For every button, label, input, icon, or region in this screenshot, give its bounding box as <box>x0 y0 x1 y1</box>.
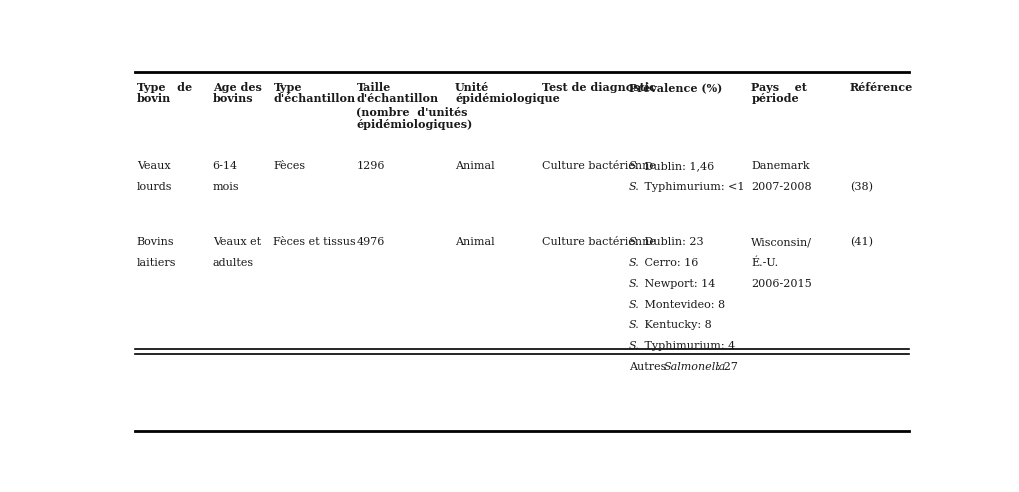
Text: Référence: Référence <box>850 82 913 93</box>
Text: : 27: : 27 <box>712 362 738 372</box>
Text: S.: S. <box>629 279 640 289</box>
Text: d'échantillon: d'échantillon <box>357 93 438 104</box>
Text: Pays    et: Pays et <box>751 82 807 93</box>
Text: S.: S. <box>629 300 640 309</box>
Text: S.: S. <box>629 161 640 171</box>
Text: Veaux et: Veaux et <box>213 237 261 247</box>
Text: S.: S. <box>629 320 640 331</box>
Text: 1296: 1296 <box>357 161 385 171</box>
Text: Typhimurium: <1: Typhimurium: <1 <box>642 182 745 192</box>
Text: Montevideo: 8: Montevideo: 8 <box>642 300 726 309</box>
Text: Wisconsin/: Wisconsin/ <box>751 237 812 247</box>
Text: adultes: adultes <box>213 258 254 268</box>
Text: Dublin: 23: Dublin: 23 <box>642 237 704 247</box>
Text: Taille: Taille <box>357 82 390 93</box>
Text: Prévalence (%): Prévalence (%) <box>629 82 722 93</box>
Text: S.: S. <box>629 341 640 351</box>
Text: bovins: bovins <box>213 93 254 104</box>
Text: épidémiologiques): épidémiologiques) <box>357 119 473 129</box>
Text: Type   de: Type de <box>137 82 192 93</box>
Text: É.-U.: É.-U. <box>751 258 779 269</box>
Text: Kentucky: 8: Kentucky: 8 <box>642 320 712 331</box>
Text: (38): (38) <box>850 182 873 192</box>
Text: Test de diagnostic: Test de diagnostic <box>542 82 656 93</box>
Text: Bovins: Bovins <box>137 237 174 247</box>
Text: Salmonella: Salmonella <box>663 362 726 372</box>
Text: 2007-2008: 2007-2008 <box>751 182 812 192</box>
Text: période: période <box>751 93 799 104</box>
Text: Veaux: Veaux <box>137 161 170 171</box>
Text: (nombre  d'unités: (nombre d'unités <box>357 106 468 118</box>
Text: S.: S. <box>629 258 640 268</box>
Text: Fèces et tissus: Fèces et tissus <box>273 237 357 247</box>
Text: d'échantillon: d'échantillon <box>273 93 356 104</box>
Text: Danemark: Danemark <box>751 161 810 171</box>
Text: 4976: 4976 <box>357 237 385 247</box>
Text: Typhimurium: 4: Typhimurium: 4 <box>642 341 736 351</box>
Text: S.: S. <box>629 237 640 247</box>
Text: Animal: Animal <box>455 237 495 247</box>
Text: Culture bactérienne: Culture bactérienne <box>542 161 656 171</box>
Text: Animal: Animal <box>455 161 495 171</box>
Text: lourds: lourds <box>137 182 172 192</box>
Text: Age des: Age des <box>213 82 262 93</box>
Text: laitiers: laitiers <box>137 258 176 268</box>
Text: Type: Type <box>273 82 302 93</box>
Text: Autres: Autres <box>629 362 669 372</box>
Text: S.: S. <box>629 182 640 192</box>
Text: épidémiologique: épidémiologique <box>455 93 559 104</box>
Text: Dublin: 1,46: Dublin: 1,46 <box>642 161 714 171</box>
Text: Unité: Unité <box>455 82 489 93</box>
Text: mois: mois <box>213 182 239 192</box>
Text: Culture bactérienne: Culture bactérienne <box>542 237 656 247</box>
Text: 2006-2015: 2006-2015 <box>751 279 812 289</box>
Text: Newport: 14: Newport: 14 <box>642 279 716 289</box>
Text: 6-14: 6-14 <box>213 161 237 171</box>
Text: bovin: bovin <box>137 93 171 104</box>
Text: (41): (41) <box>850 237 873 247</box>
Text: Cerro: 16: Cerro: 16 <box>642 258 699 268</box>
Text: Fèces: Fèces <box>273 161 306 171</box>
